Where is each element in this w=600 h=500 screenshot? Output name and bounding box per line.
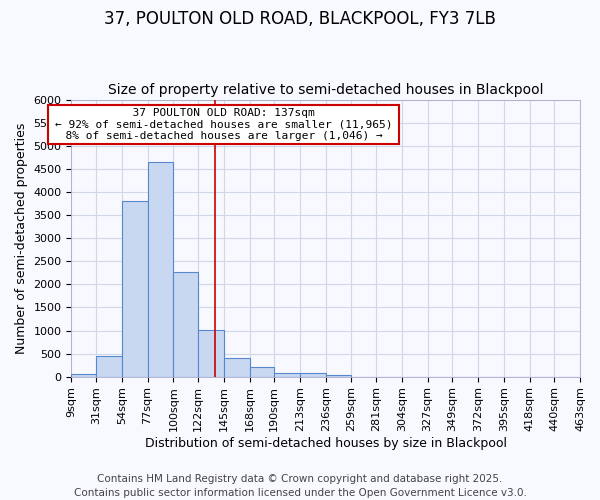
Bar xyxy=(250,366,274,376)
Bar xyxy=(96,356,122,376)
Text: 37 POULTON OLD ROAD: 137sqm  
← 92% of semi-detached houses are smaller (11,965): 37 POULTON OLD ROAD: 137sqm ← 92% of sem… xyxy=(52,108,396,141)
Bar xyxy=(122,201,148,376)
Text: Contains HM Land Registry data © Crown copyright and database right 2025.
Contai: Contains HM Land Registry data © Crown c… xyxy=(74,474,526,498)
Title: Size of property relative to semi-detached houses in Blackpool: Size of property relative to semi-detach… xyxy=(108,83,544,97)
Bar xyxy=(148,162,173,376)
Bar xyxy=(198,330,224,376)
Bar xyxy=(71,374,96,376)
Text: 37, POULTON OLD ROAD, BLACKPOOL, FY3 7LB: 37, POULTON OLD ROAD, BLACKPOOL, FY3 7LB xyxy=(104,10,496,28)
Bar xyxy=(300,374,326,376)
Y-axis label: Number of semi-detached properties: Number of semi-detached properties xyxy=(15,122,28,354)
Bar xyxy=(274,372,300,376)
X-axis label: Distribution of semi-detached houses by size in Blackpool: Distribution of semi-detached houses by … xyxy=(145,437,507,450)
Bar xyxy=(173,272,198,376)
Bar xyxy=(224,358,250,376)
